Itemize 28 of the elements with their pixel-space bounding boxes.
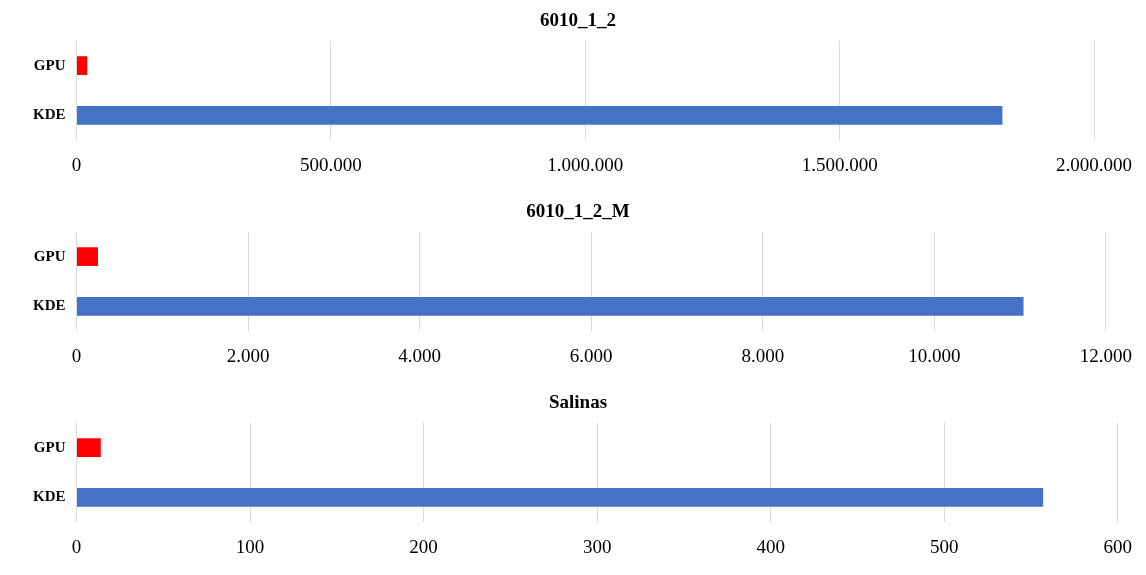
y-tick-label: KDE xyxy=(32,297,66,314)
x-tick-label: 500 xyxy=(929,535,959,557)
x-tick-label: 100 xyxy=(235,535,265,557)
x-tick-label: 12.000 xyxy=(1079,344,1132,366)
x-tick-label: 6.000 xyxy=(569,344,613,366)
y-tick-label: GPU xyxy=(33,56,66,73)
x-tick-label: 1.000.000 xyxy=(547,153,624,175)
y-tick-label: GPU xyxy=(33,438,66,455)
chart-title: Salinas xyxy=(548,391,608,413)
x-tick-label: 2.000.000 xyxy=(1056,153,1132,175)
x-tick-label: 0 xyxy=(71,344,82,366)
x-tick-label: 0 xyxy=(71,153,82,175)
x-tick-label: 300 xyxy=(582,535,612,557)
y-tick-label: KDE xyxy=(32,488,66,505)
y-tick-label: KDE xyxy=(32,106,66,123)
x-tick-label: 8.000 xyxy=(741,344,785,366)
x-tick-label: 0 xyxy=(71,535,82,557)
x-tick-label: 600 xyxy=(1103,535,1132,557)
y-tick-label: GPU xyxy=(33,247,66,264)
x-tick-label: 500.000 xyxy=(300,153,362,175)
x-tick-label: 2.000 xyxy=(226,344,270,366)
x-tick-label: 1.500.000 xyxy=(801,153,878,175)
x-tick-label: 10.000 xyxy=(908,344,961,366)
x-tick-label: 200 xyxy=(409,535,438,557)
x-tick-label: 400 xyxy=(756,535,785,557)
chart-title: 6010_1_2 xyxy=(540,9,616,31)
chart-title: 6010_1_2_M xyxy=(526,200,630,222)
x-tick-label: 4.000 xyxy=(398,344,441,366)
